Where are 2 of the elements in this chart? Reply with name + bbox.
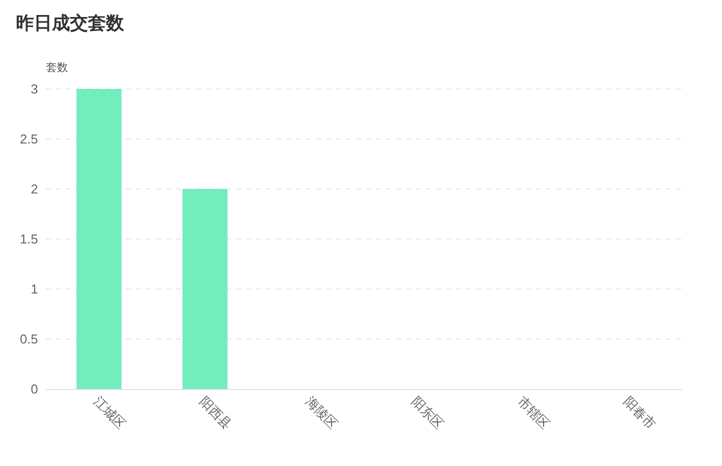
y-axis-title: 套数 (46, 62, 68, 74)
title: 昨日成交套数 (16, 13, 124, 33)
